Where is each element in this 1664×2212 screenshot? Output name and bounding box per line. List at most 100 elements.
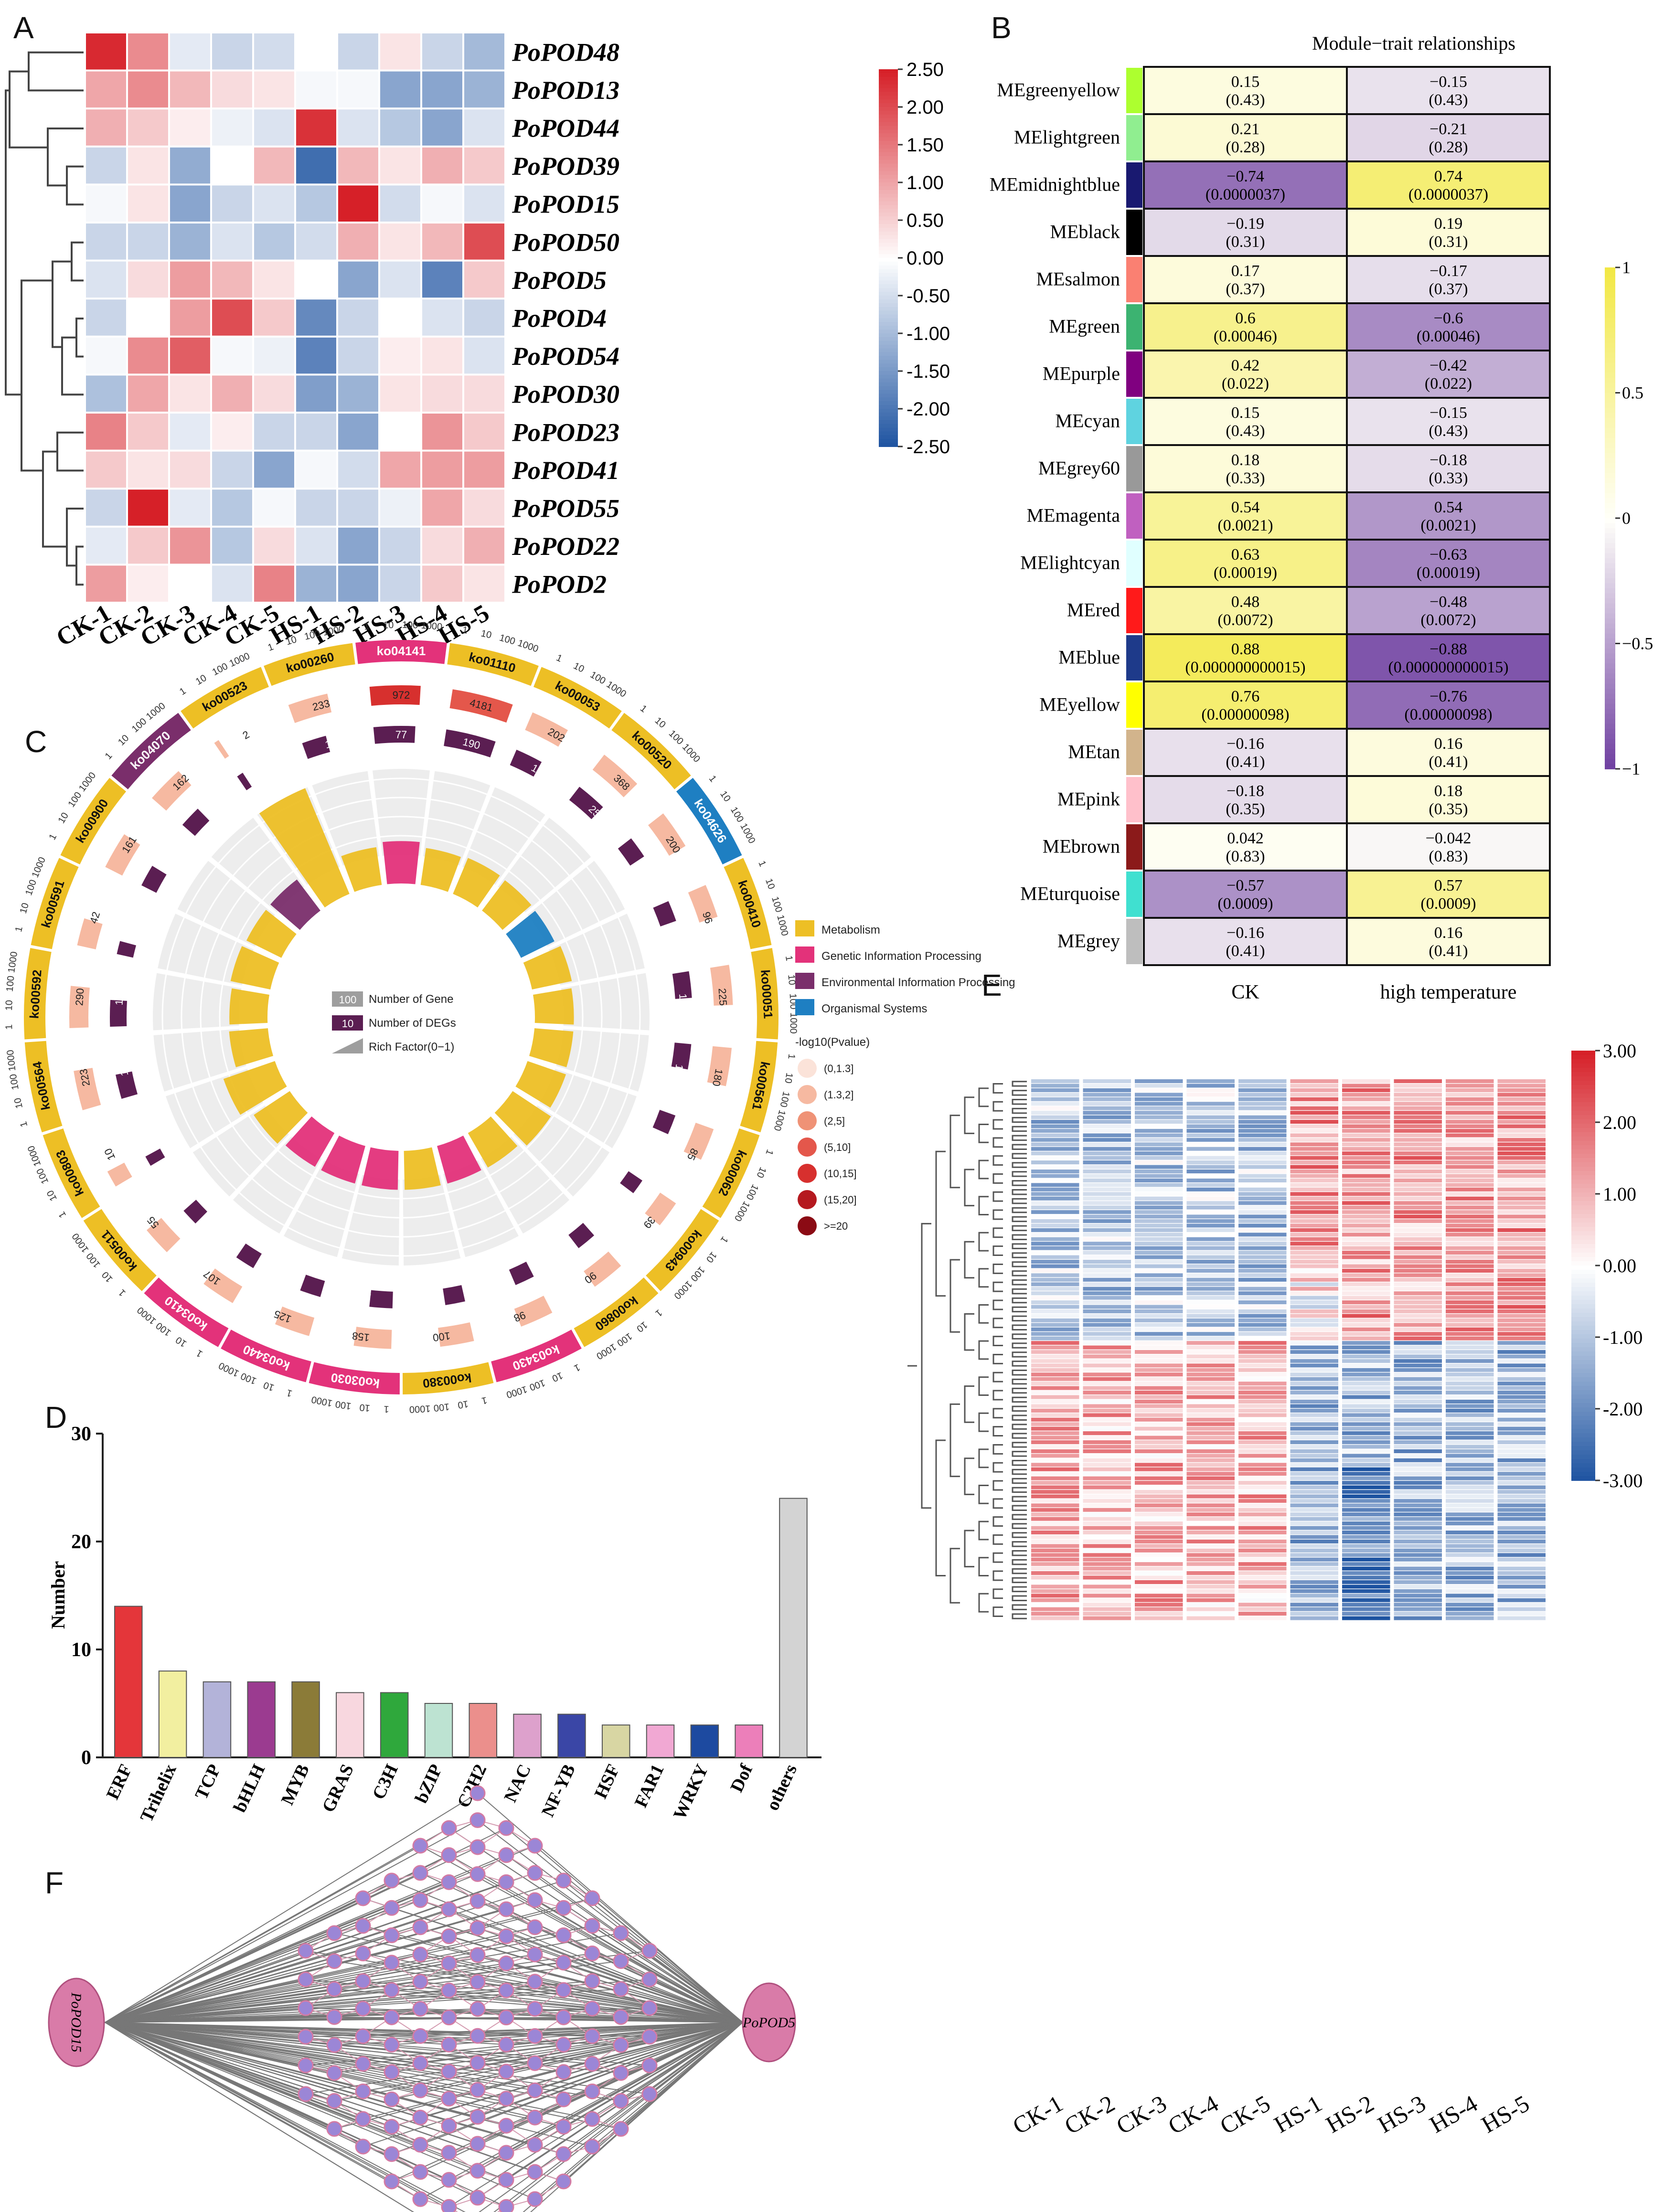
cell-value: −0.16 bbox=[1227, 735, 1264, 753]
heat-cell bbox=[1031, 1219, 1079, 1223]
heat-cell bbox=[1497, 1305, 1546, 1309]
module-label: MEmagenta bbox=[1027, 504, 1120, 526]
gene-node bbox=[469, 2001, 486, 2017]
bar bbox=[779, 1498, 808, 1758]
heat-cell bbox=[1135, 1476, 1183, 1480]
heat-cell bbox=[1394, 1223, 1442, 1228]
heat-cell bbox=[1497, 1458, 1546, 1462]
heat-cell bbox=[1446, 1422, 1494, 1426]
gene-count-bar bbox=[77, 918, 103, 950]
heat-cell bbox=[1083, 1296, 1131, 1300]
heat-cell bbox=[1186, 1521, 1235, 1526]
heat-cell bbox=[1186, 1399, 1235, 1404]
cell-pvalue: (0.000000000015) bbox=[1185, 659, 1305, 676]
heat-cell bbox=[1446, 1277, 1494, 1282]
heat-cell bbox=[1446, 1603, 1494, 1607]
scale-tick: 1 bbox=[267, 642, 275, 653]
panel-label-c: C bbox=[25, 724, 47, 759]
colorbar-step bbox=[1571, 1347, 1595, 1352]
gene-count: 2 bbox=[241, 728, 252, 742]
heat-cell bbox=[1394, 1472, 1442, 1476]
heat-cell bbox=[422, 527, 462, 564]
dendrogram-branch bbox=[75, 318, 84, 358]
heat-cell bbox=[1342, 1260, 1390, 1264]
heat-cell bbox=[1342, 1223, 1390, 1228]
gene-node bbox=[584, 2056, 600, 2072]
colorbar-step bbox=[879, 84, 898, 89]
heat-cell bbox=[1031, 1242, 1079, 1246]
heat-cell bbox=[1031, 1395, 1079, 1399]
heat-cell bbox=[380, 337, 420, 374]
edge bbox=[105, 1898, 593, 2023]
heat-cell bbox=[1497, 1214, 1546, 1219]
x-tick-label: C2H2 bbox=[453, 1761, 491, 1811]
gene-node bbox=[355, 2000, 371, 2017]
heat-cell bbox=[1238, 1341, 1287, 1345]
heat-cell bbox=[1497, 1147, 1546, 1151]
heat-cell bbox=[1497, 1291, 1546, 1296]
gene-node bbox=[469, 2055, 486, 2071]
colorbar-step bbox=[879, 107, 898, 111]
heat-cell bbox=[1394, 1521, 1442, 1526]
deg-count-bar bbox=[116, 1071, 138, 1099]
heat-cell bbox=[1083, 1088, 1131, 1092]
center-circle bbox=[272, 888, 530, 1146]
heat-cell bbox=[1031, 1489, 1079, 1494]
heat-cell bbox=[1446, 1255, 1494, 1259]
scale-tick: 100 bbox=[35, 1167, 51, 1185]
heat-cell bbox=[1186, 1386, 1235, 1390]
heat-cell bbox=[1446, 1309, 1494, 1313]
dendrogram-branch bbox=[992, 1318, 1003, 1329]
edge bbox=[105, 1981, 535, 2023]
dendrogram-branch bbox=[1012, 1107, 1027, 1114]
heat-cell bbox=[1342, 1160, 1390, 1165]
colorbar-step bbox=[1571, 1386, 1595, 1391]
heat-cell bbox=[1290, 1260, 1338, 1264]
heat-cell bbox=[1083, 1268, 1131, 1273]
heat-cell bbox=[1446, 1201, 1494, 1205]
heat-cell bbox=[1031, 1088, 1079, 1092]
scale-tick: 1000 bbox=[516, 638, 540, 654]
heat-cell bbox=[254, 33, 294, 70]
module-label: MEgrey60 bbox=[1038, 457, 1120, 479]
column-label: CK-4 bbox=[1163, 2090, 1223, 2139]
heat-cell bbox=[1446, 1391, 1494, 1395]
heat-cell bbox=[1238, 1585, 1287, 1589]
edge bbox=[105, 1935, 564, 2023]
heat-cell bbox=[1290, 1219, 1338, 1223]
heat-cell bbox=[1342, 1151, 1390, 1156]
heat-cell bbox=[170, 185, 210, 222]
heat-cell bbox=[1342, 1463, 1390, 1467]
dendrogram-branch bbox=[992, 1444, 1003, 1455]
heat-cell bbox=[1135, 1282, 1183, 1287]
heat-cell bbox=[1446, 1228, 1494, 1232]
heat-cell bbox=[1497, 1088, 1546, 1092]
heat-cell bbox=[1238, 1426, 1287, 1431]
colorbar-step bbox=[1571, 1132, 1595, 1137]
colorbar-tick-label: -2.50 bbox=[907, 436, 950, 457]
heat-cell bbox=[1394, 1291, 1442, 1296]
heat-cell bbox=[1031, 1458, 1079, 1462]
heat-cell bbox=[1186, 1607, 1235, 1611]
colorbar-step bbox=[1571, 1051, 1595, 1055]
heat-cell bbox=[1031, 1531, 1079, 1535]
heat-cell bbox=[380, 71, 420, 108]
edge bbox=[620, 1933, 743, 2023]
edge bbox=[105, 2022, 478, 2091]
heat-cell bbox=[212, 565, 252, 602]
heat-cell bbox=[1031, 1079, 1079, 1084]
heat-cell bbox=[338, 147, 378, 184]
pvalue-legend-dot bbox=[798, 1111, 817, 1130]
heat-cell bbox=[1290, 1246, 1338, 1250]
heat-cell bbox=[380, 565, 420, 602]
heat-cell bbox=[1031, 1359, 1079, 1363]
heat-cell bbox=[86, 375, 126, 412]
heat-cell bbox=[1394, 1300, 1442, 1305]
heat-cell bbox=[1031, 1399, 1079, 1404]
colorbar-step bbox=[879, 420, 898, 425]
heat-cell bbox=[86, 261, 126, 298]
dendrogram-branch bbox=[1012, 1234, 1027, 1240]
edge bbox=[534, 1899, 743, 2023]
heat-cell bbox=[1031, 1607, 1079, 1611]
heat-cell bbox=[1238, 1332, 1287, 1336]
